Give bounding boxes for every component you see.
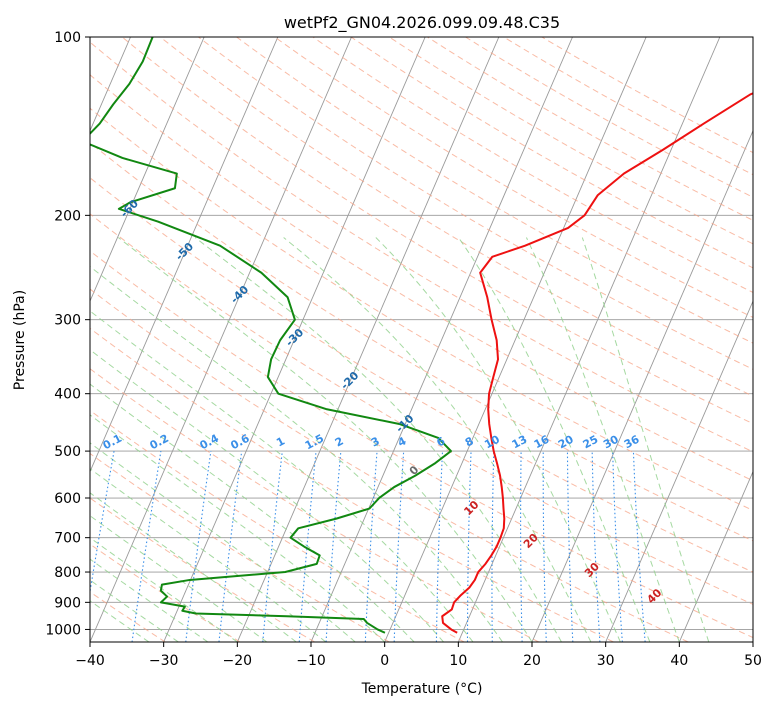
- mixing-ratio-label: 20: [556, 433, 576, 452]
- y-tick-label: 700: [54, 531, 81, 547]
- x-tick-label: 20: [523, 653, 541, 669]
- plot-area: [90, 37, 753, 642]
- moist-adiabat-line: [90, 558, 209, 642]
- mixing-ratio-label: 13: [510, 433, 530, 452]
- dry-adiabat-line: [388, 37, 753, 245]
- moist-adiabat-line: [375, 237, 621, 642]
- isotherm-line: [236, 37, 500, 642]
- x-tick-label: −40: [75, 653, 105, 669]
- mixing-ratio-label: 10: [482, 433, 502, 452]
- x-tick-label: 0: [380, 653, 389, 669]
- mixing-ratio-line: [90, 451, 115, 595]
- isotherm-line: [90, 37, 352, 642]
- x-tick-label: −30: [149, 653, 179, 669]
- dry-adiabat-line: [236, 37, 753, 344]
- moist-adiabat-line: [194, 237, 562, 642]
- mixing-ratio-line: [131, 451, 162, 642]
- isotherm-line: [90, 37, 279, 473]
- dry-adiabat-line: [90, 327, 614, 642]
- grid-layer: [90, 37, 753, 642]
- y-tick-label: 600: [54, 491, 81, 507]
- chart-title: wetPf2_GN04.2026.099.09.48.C35: [284, 13, 560, 33]
- isotherm-line: [310, 37, 573, 642]
- moist-adiabat-line: [90, 515, 268, 642]
- dry-adiabat-line: [159, 37, 753, 397]
- moist-adiabat-line: [90, 442, 356, 642]
- y-tick-label: 800: [54, 565, 81, 581]
- moist-adiabat-line: [90, 265, 503, 642]
- dry-adiabat-line: [198, 37, 753, 370]
- y-tick-label: 900: [54, 595, 81, 611]
- moist-adiabat-line: [90, 600, 150, 642]
- dry-adiabat-line: [90, 107, 753, 511]
- moist-adiabat-line: [581, 237, 710, 642]
- x-tick-label: −20: [223, 653, 253, 669]
- x-axis-label: Temperature (°C): [361, 681, 483, 697]
- moist-adiabat-line: [283, 237, 592, 642]
- dry-adiabat-line: [350, 37, 753, 269]
- mixing-ratio-label: 16: [532, 433, 552, 452]
- moist-adiabat-line: [118, 237, 533, 642]
- dry-adiabat-line: [90, 288, 689, 642]
- y-tick-label: 400: [54, 387, 81, 403]
- moist-adiabat-line: [90, 383, 415, 642]
- y-tick-label: 200: [54, 208, 81, 224]
- mixing-ratio-label: 30: [601, 433, 621, 452]
- x-tick-label: −10: [296, 653, 326, 669]
- x-tick-label: 10: [449, 653, 467, 669]
- temperature-line: [441, 92, 753, 634]
- x-tick-label: 40: [670, 653, 688, 669]
- dry-adiabat-line: [465, 37, 753, 198]
- series-layer: [90, 37, 753, 634]
- dry-adiabat-line: [541, 37, 753, 154]
- plot-frame: [89, 36, 754, 643]
- dry-adiabat-line: [90, 41, 753, 453]
- dry-adiabat-line: [90, 250, 753, 639]
- y-tick-label: 500: [54, 444, 81, 460]
- dry-adiabat-line: [90, 409, 465, 642]
- x-tick-label: 50: [744, 653, 762, 669]
- dry-adiabat-line: [121, 37, 753, 425]
- isotherm-line: [163, 37, 426, 642]
- moist-adiabat-line: [458, 237, 651, 642]
- dry-adiabat-line: [427, 37, 753, 221]
- moist-adiabat-line: [525, 237, 680, 642]
- moist-adiabat-line: [90, 414, 386, 642]
- mixing-ratio-label: 25: [581, 433, 601, 452]
- isotherm-line: [605, 300, 753, 642]
- y-tick-label: 100: [54, 30, 81, 46]
- x-tick-label: 30: [597, 653, 615, 669]
- y-tick-label: 300: [54, 313, 81, 329]
- moist-adiabat-line: [90, 579, 179, 642]
- dewpoint-line: [90, 37, 452, 634]
- y-axis-label: Pressure (hPa): [12, 290, 28, 390]
- isotherm-line: [457, 37, 721, 642]
- isotherm-line: [678, 470, 753, 642]
- moist-adiabat-line: [90, 537, 238, 642]
- moist-adiabat-line: [90, 492, 297, 642]
- dry-adiabat-line: [90, 368, 540, 642]
- mixing-ratio-label: 36: [622, 433, 642, 452]
- tick-layer: −40 −30 −20 −10 0 10 20 30 40 50 100 200 300 400 500 60…: [45, 30, 762, 669]
- dry-adiabat-line: [90, 74, 753, 482]
- dry-adiabat-line: [90, 497, 315, 642]
- y-tick-label: 1000: [45, 622, 81, 638]
- moist-adiabat-line: [90, 349, 444, 642]
- isotherm-line: [90, 37, 205, 303]
- isotherm-line: [531, 129, 753, 642]
- mixing-ratio-line: [185, 451, 212, 642]
- isotherm-line: [384, 37, 647, 642]
- mixing-ratio-line: [218, 451, 243, 642]
